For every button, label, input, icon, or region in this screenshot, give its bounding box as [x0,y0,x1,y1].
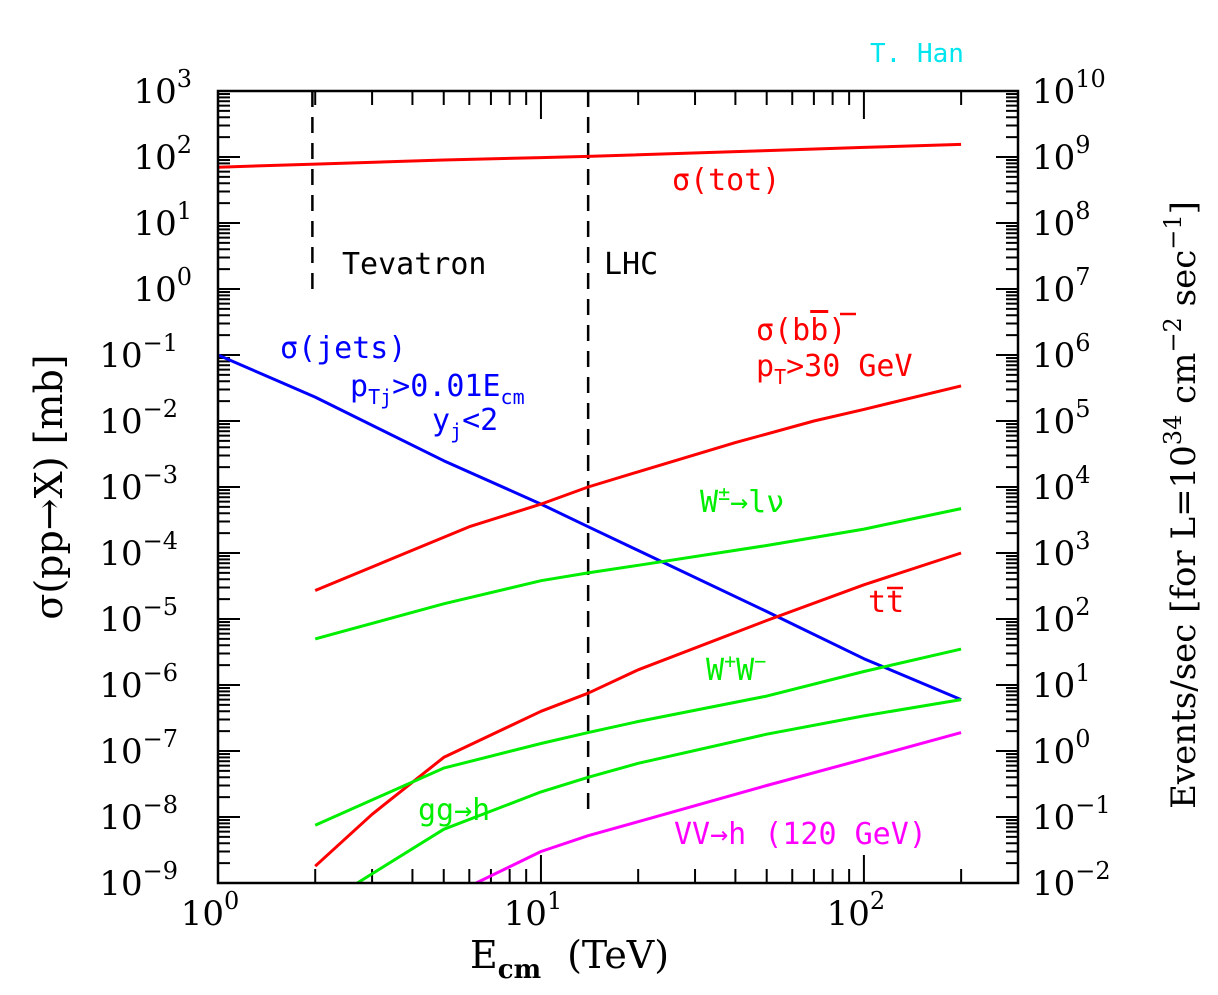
jets-pt-sub2: cm [501,385,525,409]
jets-pt-sub: Tj [368,385,392,409]
tt-bar: t [886,585,904,620]
tevatron-label: Tevatron [342,247,487,282]
y2-tick-label: 1010 [1032,65,1106,112]
y2-tick-label: 106 [1032,329,1091,376]
y-tick-label: 102 [133,131,192,178]
jets-pt-main: p [350,369,368,404]
y2-axis-label: Events/sec [for L=1034 cm−2 sec−1] [1159,201,1204,809]
axis-ticks [217,91,1019,884]
y2-tick-label: 103 [1032,527,1091,574]
y2-tick-label: 107 [1032,263,1091,310]
y-tick-label: 101 [133,197,192,244]
label-ttbar: tt [868,585,904,620]
lhc-label: LHC [604,247,658,282]
y-tick-label: 10−7 [99,725,178,772]
ww-mid: W [736,653,755,688]
y2-tick-label: 10−1 [1032,791,1111,838]
x-tick-label: 100 [181,887,240,934]
y-tick-label: 10−3 [99,461,178,508]
series-line [314,551,962,868]
jets-y-main: y [432,403,450,438]
x-label-main: E [470,933,498,977]
ww-sup2: − [754,649,766,673]
ww-sup: + [724,649,736,673]
y-tick-label: 10−6 [99,659,178,706]
wlnu-sup: ± [718,481,730,505]
y2-tick-label: 108 [1032,197,1091,244]
y2-label-post: ] [1164,201,1204,214]
bb-pt-rest: >30 GeV [786,349,912,384]
series-curves [218,142,962,883]
jets-y-sub: j [450,419,462,443]
x-label-unit: (TeV) [567,933,669,977]
x-tick-label: 102 [827,887,886,934]
series-line [475,731,962,883]
y2-tick-label: 100 [1032,725,1091,772]
x-tick-label: 101 [504,887,563,934]
label-ggh: gg→h [418,793,490,828]
wlnu-pre: W [700,485,719,520]
y2-tick-label: 109 [1032,131,1091,178]
x-axis-label: Ecm (TeV) [470,933,669,985]
y2-tick-label: 101 [1032,659,1091,706]
wlnu-post: →lν [730,485,784,520]
y-tick-label: 103 [133,65,192,112]
bb-bar: b [810,313,828,348]
y2-label-exp2: −2 [1159,317,1187,352]
label-sigma-tot: σ(tot) [672,163,780,198]
bb-post: ) [828,313,846,348]
label-w-lnu: W±→lν [700,481,784,520]
label-ww: W+W− [706,649,766,688]
y-axis-label: σ(pp→X) [mb] [27,354,71,619]
label-vvh: VV→h (120 GeV) [674,817,927,852]
series-line [218,142,962,169]
y-tick-label: 10−4 [99,527,178,574]
y2-label-mid: cm [1164,353,1204,415]
y2-tick-label: 10−2 [1032,857,1111,904]
x-label-sub: cm [498,955,541,985]
label-sigma-bb: σ(bb) [756,313,846,348]
bb-pre: σ(b [756,313,810,348]
credit-label: T. Han [870,39,964,69]
label-jets-pt-cut: pTj>0.01Ecm [350,369,525,409]
y2-tick-label: 102 [1032,593,1091,640]
series-line [314,647,962,827]
y2-label-exp3: −1 [1159,214,1187,249]
y2-tick-label: 105 [1032,395,1091,442]
y2-label-exp: 34 [1159,415,1187,446]
y-tick-label: 10−5 [99,593,178,640]
series-line [356,698,962,883]
bb-pt-sub: T [774,365,786,389]
collider-lines [311,91,590,817]
y2-label-pre: Events/sec [for L=10 [1164,445,1204,809]
jets-pt-rest: >0.01E [392,369,500,404]
y-tick-label: 10−8 [99,791,178,838]
label-bb-pt-cut: pT>30 GeV [756,349,913,389]
bb-pt-main: p [756,349,774,384]
series-line [218,353,962,701]
y-tick-label: 10−2 [99,395,178,442]
plot-frame [216,89,1020,885]
y-tick-label: 10−9 [99,857,178,904]
series-line [314,384,962,592]
label-jets-y-cut: yj<2 [432,403,498,443]
series-line [314,507,962,641]
y-tick-label: 100 [133,263,192,310]
y2-tick-label: 104 [1032,461,1091,508]
y2-label-mid2: sec [1164,250,1204,317]
tt-pre: t [868,585,886,620]
jets-y-rest: <2 [462,403,498,438]
y-tick-label: 10−1 [99,329,178,376]
label-sigma-jets: σ(jets) [280,331,406,366]
tick-labels: 10−9 10−8 10−7 10−6 10−5 10−4 10−3 10−2 10−1 100 1… [99,65,1110,934]
ww-pre: W [706,653,725,688]
